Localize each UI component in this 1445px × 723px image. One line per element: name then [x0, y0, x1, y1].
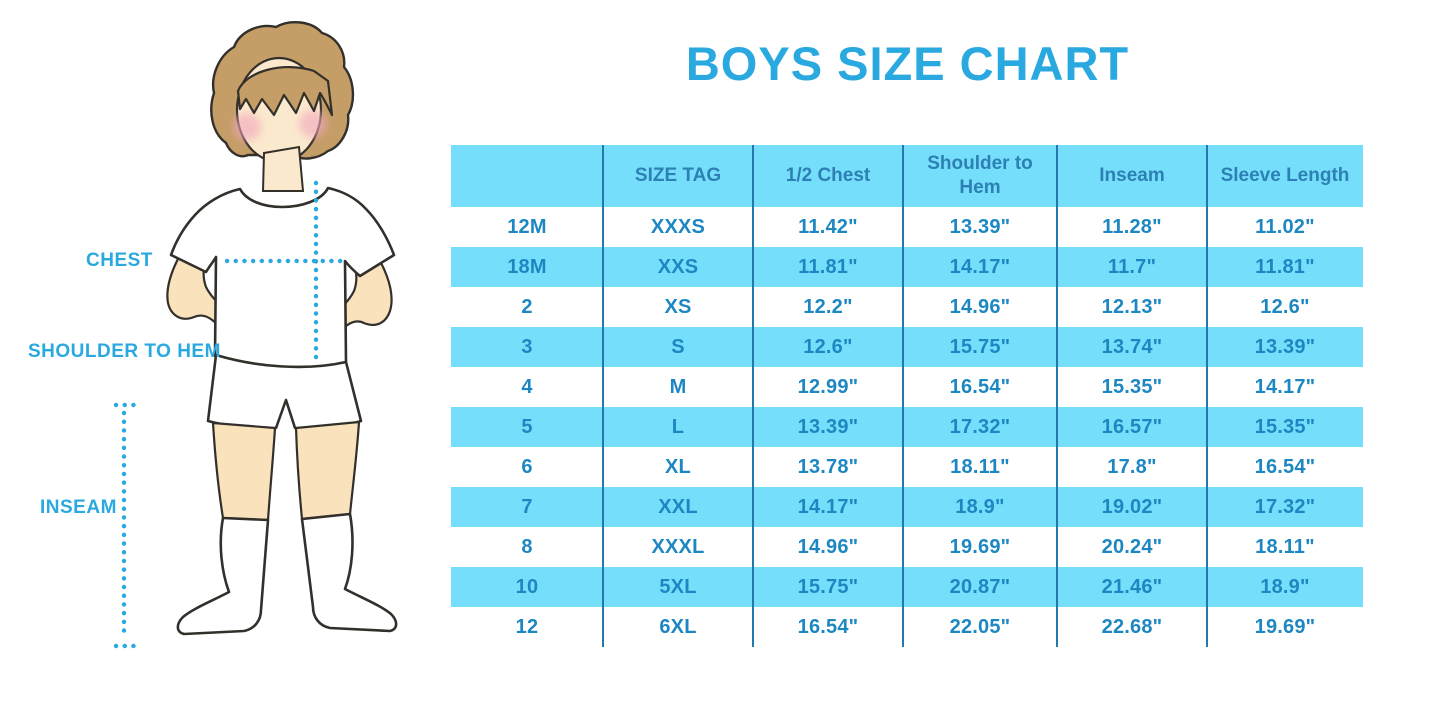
shorts	[206, 353, 363, 430]
table-cell: 13.39"	[1207, 327, 1363, 367]
table-cell: 11.7"	[1057, 247, 1207, 287]
table-cell: 16.54"	[753, 607, 903, 647]
row-label: 12M	[451, 207, 603, 247]
table-cell: 16.57"	[1057, 407, 1207, 447]
table-cell: S	[603, 327, 753, 367]
row-label: 4	[451, 367, 603, 407]
row-label: 7	[451, 487, 603, 527]
boy-illustration	[113, 21, 398, 649]
right-cheek	[299, 110, 327, 138]
table-cell: 14.96"	[903, 287, 1057, 327]
table-cell: L	[603, 407, 753, 447]
table-cell: 15.35"	[1057, 367, 1207, 407]
table-cell: 17.32"	[903, 407, 1057, 447]
table-cell: 11.28"	[1057, 207, 1207, 247]
page-title: BOYS SIZE CHART	[685, 37, 1130, 90]
table-cell: 6XL	[603, 607, 753, 647]
row-label: 10	[451, 567, 603, 607]
column-divider	[602, 145, 604, 647]
table-cell: 19.69"	[1207, 607, 1363, 647]
inseam-label: INSEAM	[40, 497, 117, 518]
column-header	[451, 145, 603, 207]
row-label: 12	[451, 607, 603, 647]
table-cell: 11.81"	[753, 247, 903, 287]
table-cell: 15.35"	[1207, 407, 1363, 447]
column-divider	[1206, 145, 1208, 647]
column-divider	[902, 145, 904, 647]
shoulder-to-hem-label: SHOULDER TO HEM	[28, 341, 221, 362]
column-divider	[1056, 145, 1058, 647]
table-cell: 16.54"	[1207, 447, 1363, 487]
table-cell: 13.39"	[753, 407, 903, 447]
table-cell: 18.11"	[1207, 527, 1363, 567]
table-cell: 12.6"	[753, 327, 903, 367]
table-cell: 12.6"	[1207, 287, 1363, 327]
chest-label: CHEST	[86, 250, 153, 271]
table-cell: XXL	[603, 487, 753, 527]
t-shirt	[169, 186, 396, 369]
table-cell: 14.17"	[1207, 367, 1363, 407]
table-cell: 14.17"	[753, 487, 903, 527]
table-cell: 11.81"	[1207, 247, 1363, 287]
table-cell: 18.9"	[903, 487, 1057, 527]
table-cell: XXXS	[603, 207, 753, 247]
table-cell: XL	[603, 447, 753, 487]
table-cell: 17.8"	[1057, 447, 1207, 487]
right-leg	[294, 420, 361, 521]
table-cell: 12.99"	[753, 367, 903, 407]
table-cell: 11.42"	[753, 207, 903, 247]
table-cell: 15.75"	[753, 567, 903, 607]
table-cell: M	[603, 367, 753, 407]
row-label: 18M	[451, 247, 603, 287]
table-cell: 19.69"	[903, 527, 1057, 567]
right-sock	[300, 512, 398, 633]
column-header: Inseam	[1057, 145, 1207, 207]
table-cell: 11.02"	[1207, 207, 1363, 247]
column-header: Shoulder to Hem	[903, 145, 1057, 207]
table-cell: XXS	[603, 247, 753, 287]
hair-fringe	[236, 66, 334, 117]
left-cheek	[233, 113, 261, 141]
table-cell: 13.39"	[903, 207, 1057, 247]
table-cell: 20.24"	[1057, 527, 1207, 567]
table-cell: 14.96"	[753, 527, 903, 567]
table-cell: 19.02"	[1057, 487, 1207, 527]
column-header: 1/2 Chest	[753, 145, 903, 207]
table-cell: 14.17"	[903, 247, 1057, 287]
left-sock	[176, 516, 270, 636]
row-label: 2	[451, 287, 603, 327]
table-cell: XS	[603, 287, 753, 327]
table-cell: 12.2"	[753, 287, 903, 327]
neck	[261, 145, 305, 192]
size-table: SIZE TAG 1/2 Chest Shoulder to Hem Inseam Sl…	[451, 145, 1363, 647]
row-label: 5	[451, 407, 603, 447]
table-cell: 22.05"	[903, 607, 1057, 647]
table-cell: XXXL	[603, 527, 753, 567]
table-cell: 13.78"	[753, 447, 903, 487]
table-cell: 20.87"	[903, 567, 1057, 607]
table-cell: 16.54"	[903, 367, 1057, 407]
table-cell: 15.75"	[903, 327, 1057, 367]
boy-measurement-figure: CHEST SHOULDER TO HEM INSEAM	[0, 0, 450, 723]
table-cell: 12.13"	[1057, 287, 1207, 327]
table-cell: 21.46"	[1057, 567, 1207, 607]
table-cell: 22.68"	[1057, 607, 1207, 647]
table-cell: 18.9"	[1207, 567, 1363, 607]
row-label: 3	[451, 327, 603, 367]
table-cell: 18.11"	[903, 447, 1057, 487]
table-cell: 5XL	[603, 567, 753, 607]
column-header: SIZE TAG	[603, 145, 753, 207]
left-leg	[211, 421, 277, 522]
column-divider	[752, 145, 754, 647]
row-label: 6	[451, 447, 603, 487]
table-cell: 17.32"	[1207, 487, 1363, 527]
row-label: 8	[451, 527, 603, 567]
column-header: Sleeve Length	[1207, 145, 1363, 207]
table-cell: 13.74"	[1057, 327, 1207, 367]
